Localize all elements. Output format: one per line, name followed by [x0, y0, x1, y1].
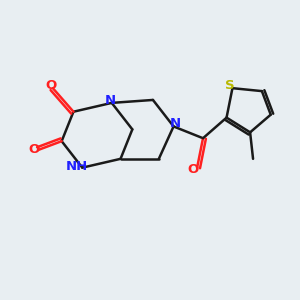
- Text: O: O: [187, 163, 198, 176]
- Text: NH: NH: [65, 160, 88, 173]
- Text: N: N: [169, 117, 181, 130]
- Text: O: O: [28, 143, 39, 157]
- Text: N: N: [105, 94, 116, 107]
- Text: S: S: [225, 79, 234, 92]
- Text: O: O: [46, 79, 57, 92]
